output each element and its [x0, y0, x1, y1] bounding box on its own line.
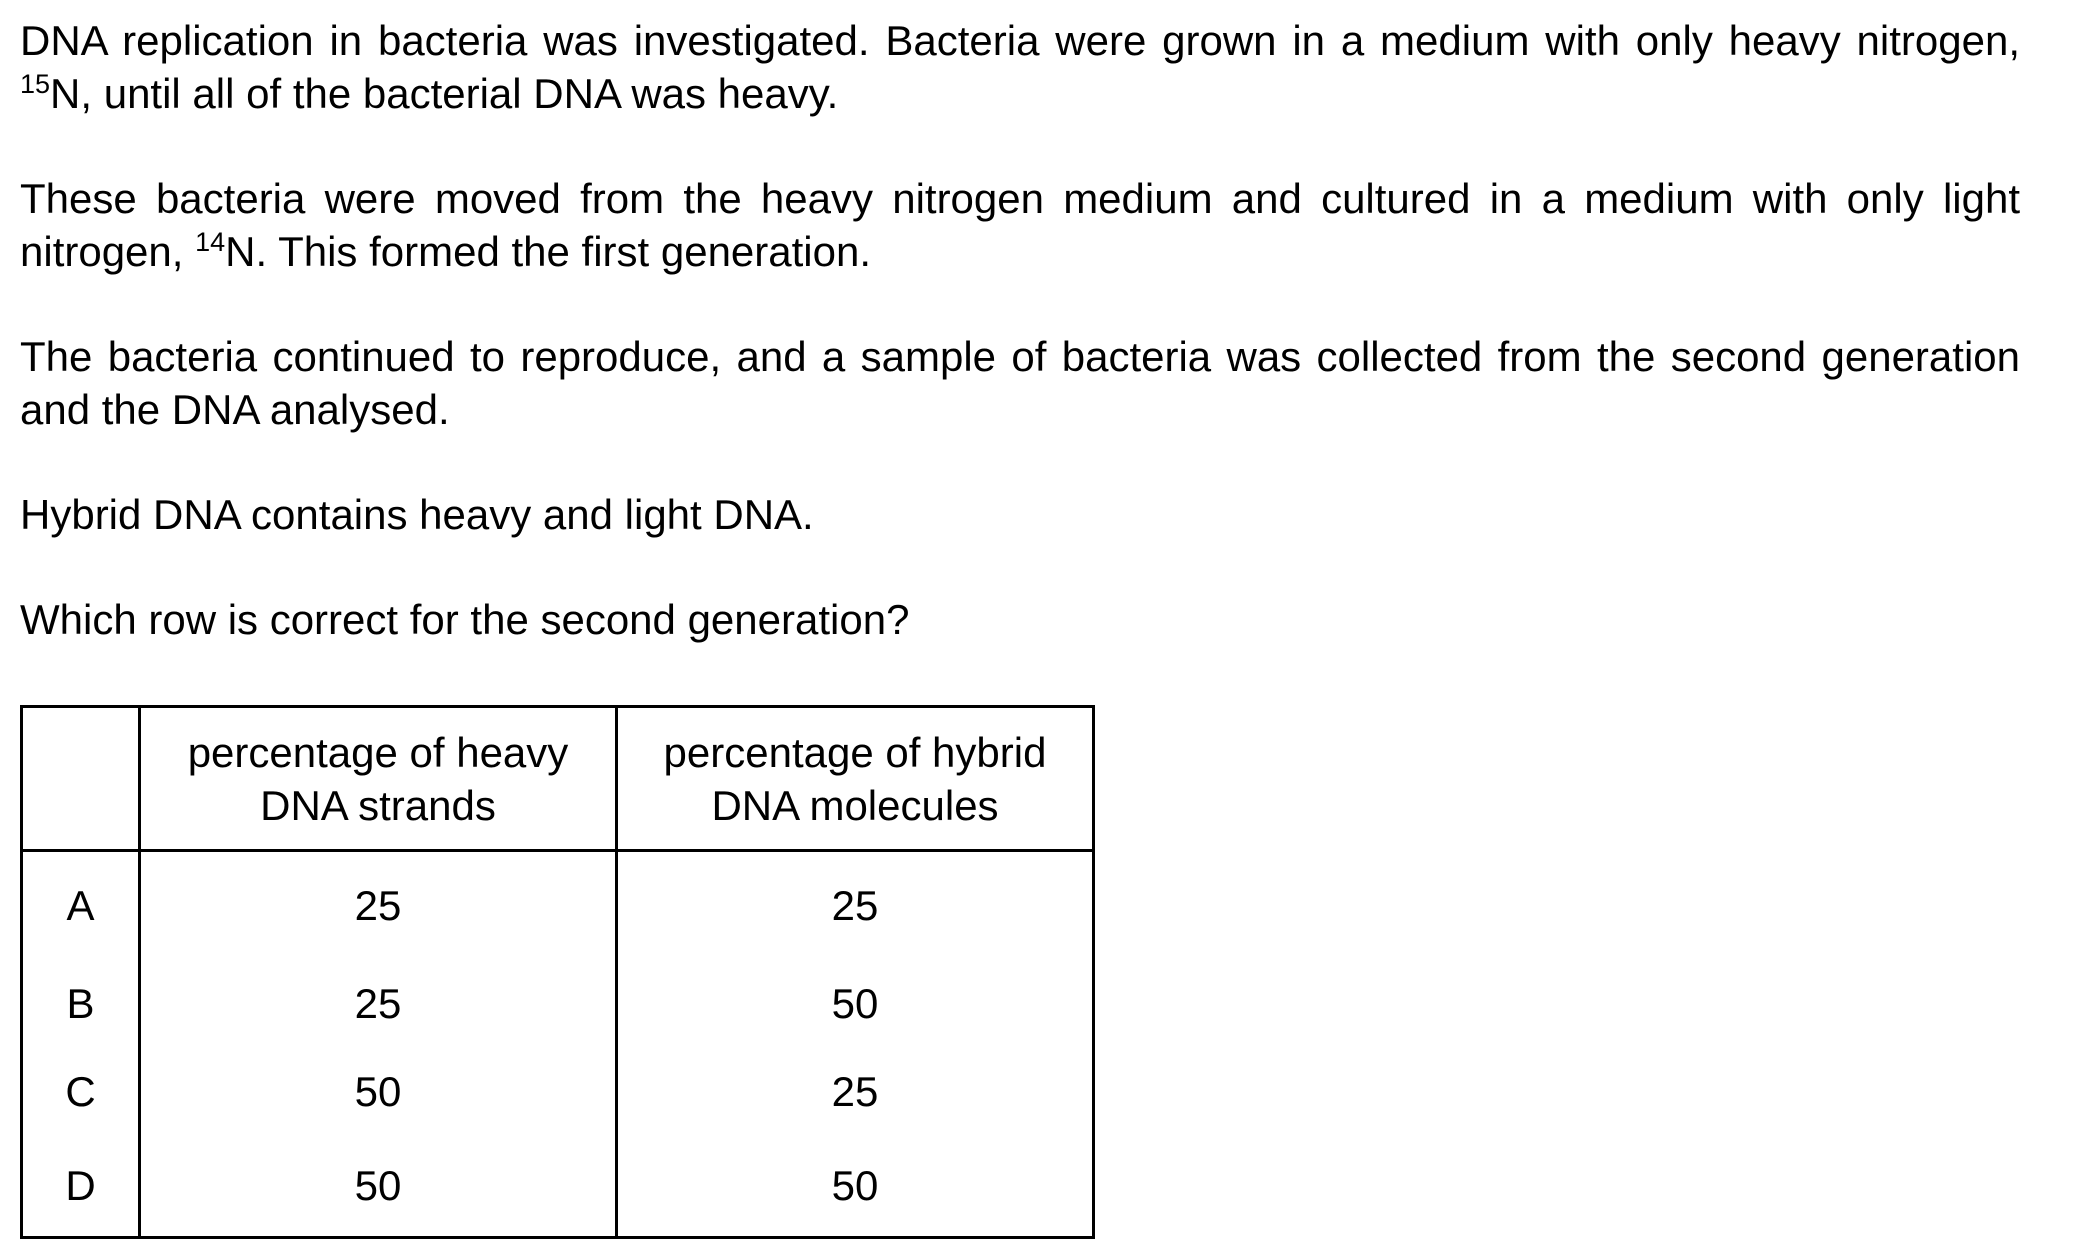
row-heavy-value: 25	[138, 850, 618, 960]
row-option-label: D	[20, 1136, 141, 1239]
paragraph-hybrid-definition: Hybrid DNA contains heavy and light DNA.	[20, 491, 814, 538]
row-hybrid-value: 25	[615, 850, 1095, 960]
row-option-label: A	[20, 850, 141, 960]
paragraph-2-text-end: N. This formed the first generation.	[225, 228, 872, 275]
header-hybrid-molecules: percentage of hybrid DNA molecules	[615, 705, 1095, 852]
row-hybrid-value: 50	[615, 1136, 1095, 1239]
row-heavy-value: 25	[138, 960, 618, 1048]
table-row[interactable]: D 50 50	[20, 1136, 1095, 1239]
row-heavy-value: 50	[138, 1136, 618, 1239]
row-hybrid-value: 25	[615, 1048, 1095, 1136]
table-row[interactable]: C 50 25	[20, 1048, 1095, 1136]
row-option-label: B	[20, 960, 141, 1048]
question-prompt: Which row is correct for the second gene…	[20, 596, 910, 643]
row-option-label: C	[20, 1048, 141, 1136]
paragraph-heavy-nitrogen: DNA replication in bacteria was investig…	[20, 14, 2020, 120]
answer-table: percentage of heavy DNA strands percenta…	[20, 705, 1095, 1239]
header-heavy-strands: percentage of heavy DNA strands	[138, 705, 618, 852]
paragraph-1-text-end: N, until all of the bacterial DNA was he…	[50, 70, 839, 117]
row-heavy-value: 50	[138, 1048, 618, 1136]
paragraph-1-text: DNA replication in bacteria was investig…	[20, 17, 2020, 64]
isotope-14-superscript: 14	[195, 227, 226, 257]
isotope-15-superscript: 15	[20, 69, 51, 99]
paragraph-second-generation: The bacteria continued to reproduce, and…	[20, 333, 2020, 433]
paragraph-light-nitrogen: These bacteria were moved from the heavy…	[20, 172, 2020, 278]
table-row[interactable]: A 25 25	[20, 850, 1095, 960]
header-key-cell	[20, 705, 141, 852]
table-row[interactable]: B 25 50	[20, 960, 1095, 1048]
row-hybrid-value: 50	[615, 960, 1095, 1048]
paragraph-2-text: These bacteria were moved from the heavy…	[20, 175, 2020, 275]
table-header-row: percentage of heavy DNA strands percenta…	[20, 705, 1095, 852]
question-text: DNA replication in bacteria was investig…	[20, 14, 2020, 646]
